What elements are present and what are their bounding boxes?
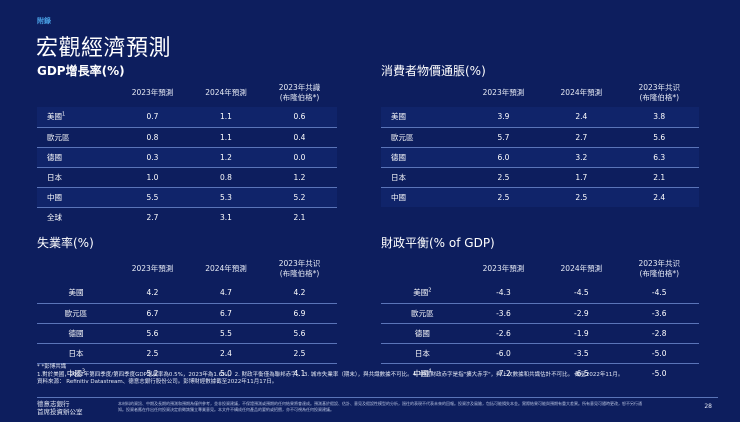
table-row: 歐元區 0.8 1.1 0.4 — [37, 126, 337, 147]
table-row: 美國2 -4.3 -4.5 -4.5 — [413, 287, 667, 298]
row-label: 歐元區 — [37, 302, 115, 323]
gdp-section: GDP增長率(%) 2023年預測 2024年預測 2023年共識 (布隆伯格*)… — [37, 62, 337, 227]
row-label: 全球 — [37, 206, 115, 227]
col-2023-forecast: 2023年預測 — [482, 88, 525, 97]
table-row: 日本 2.5 1.7 2.1 — [381, 166, 699, 187]
row-label: 日本 — [381, 342, 464, 363]
table-row: 美國 4.2 4.7 4.2 — [37, 283, 337, 303]
table-row: 中國4 -7.2 -6.5 -5.0 — [381, 362, 699, 383]
row-label: 日本 — [381, 166, 464, 187]
row-label: 美國 — [381, 107, 464, 127]
footnote-consensus: * *彭博共識 — [37, 364, 67, 370]
footnote-details: 1.對於美國，2022年第四季度/第四季度GDP增長率為0.5%，2023年為1… — [37, 371, 624, 378]
fiscal-title: 財政平衡(% of GDP) — [381, 236, 495, 250]
footer-disclaimer: 本材料的資訊、中期及長期的預測和預期為僅供參考，並非投資建議，不保證預測或預期的… — [118, 401, 642, 412]
row-label: 中國 — [37, 186, 115, 207]
table-row: 美國 3.9 2.4 3.8 — [381, 107, 699, 127]
col-2023-consensus: 2023年共識 (布隆伯格*) — [278, 83, 321, 102]
footnote-marker: 1 — [62, 111, 66, 118]
page-number: 28 — [704, 403, 712, 410]
footnote-sources: 資料來源： Refinitiv Datastream、德意志銀行股份公司。彭博財… — [37, 379, 278, 385]
table-row: 中國 5.5 5.3 5.2 — [37, 186, 337, 207]
row-label: 德國 — [37, 146, 115, 167]
row-label: 日本 — [37, 342, 115, 363]
row-label: 歐元區 — [381, 126, 464, 147]
row-label: 中國 — [66, 368, 82, 378]
table-row: 中國 2.5 2.5 2.4 — [381, 186, 699, 207]
footer-divider — [37, 397, 718, 398]
row-label: 德國 — [381, 322, 464, 343]
row-label: 德國 — [381, 146, 464, 167]
cpi-section: 消費者物價通脹(%) 2023年預測 2024年預測 2023年共识 (布隆伯格*… — [381, 62, 699, 207]
unemployment-section: 失業率(%) 2023年預測 2024年預測 2023年共识 (布隆伯格*) 美國… — [37, 234, 337, 383]
col-2023-forecast: 2023年預測 — [131, 88, 174, 97]
footnote-marker: 2 — [428, 287, 432, 294]
row-label: 美國 — [47, 112, 62, 122]
table-row: 德國 -2.6 -1.9 -2.8 — [381, 322, 699, 343]
col-2023-consensus: 2023年共识 (布隆伯格*) — [278, 259, 321, 278]
cpi-title: 消費者物價通脹(%) — [381, 64, 486, 78]
fiscal-table: 2023年預測 2024年預測 2023年共识 (布隆伯格*) 美國2 -4.3-… — [381, 259, 699, 383]
row-label: 中國 — [381, 186, 464, 207]
table-row: 德國 5.6 5.5 5.6 — [37, 322, 337, 343]
col-2024-forecast: 2024年預測 — [205, 88, 247, 97]
col-2023-forecast: 2023年預測 — [131, 264, 174, 273]
col-2023-consensus: 2023年共识 (布隆伯格*) — [638, 259, 681, 278]
unemployment-title: 失業率(%) — [37, 236, 94, 250]
section-tag: 附錄 — [37, 17, 51, 25]
col-2024-forecast: 2024年預測 — [560, 264, 603, 273]
col-2023-forecast: 2023年預測 — [482, 264, 525, 273]
row-label: 美國 — [413, 288, 429, 298]
table-row: 歐元區 5.7 2.7 5.6 — [381, 126, 699, 147]
table-row: 日本 2.5 2.4 2.5 — [37, 342, 337, 363]
row-label: 歐元區 — [37, 126, 115, 147]
row-label: 歐元區 — [381, 302, 464, 323]
col-2023-consensus: 2023年共识 (布隆伯格*) — [638, 83, 681, 102]
row-label: 德國 — [37, 322, 115, 343]
row-label: 中國 — [413, 368, 429, 378]
fiscal-section: 財政平衡(% of GDP) 2023年預測 2024年預測 2023年共识 (布… — [381, 234, 699, 383]
gdp-table: 2023年預測 2024年預測 2023年共識 (布隆伯格*) 美國1 0.7 1.… — [37, 83, 337, 227]
table-row: 美國1 0.7 1.1 0.6 — [37, 107, 337, 127]
table-row: 日本 -6.0 -3.5 -5.0 — [381, 342, 699, 363]
col-2024-forecast: 2024年預測 — [205, 264, 247, 273]
table-row: 德國 0.3 1.2 0.0 — [37, 146, 337, 167]
footnotes: * *彭博共識 1.對於美國，2022年第四季度/第四季度GDP增長率為0.5%… — [37, 364, 697, 387]
unemployment-table: 2023年預測 2024年預測 2023年共识 (布隆伯格*) 美國 4.2 4.7… — [37, 259, 337, 383]
row-label: 日本 — [37, 166, 115, 187]
footer-org: 德意志銀行 首席投資辦公室 — [37, 400, 83, 416]
page-title: 宏觀經濟預測 — [36, 36, 172, 61]
table-row: 日本 1.0 0.8 1.2 — [37, 166, 337, 187]
gdp-title: GDP增長率(%) — [37, 64, 125, 78]
row-label: 美國 — [68, 288, 84, 298]
col-2024-forecast: 2024年預測 — [560, 88, 603, 97]
table-row: 全球 2.7 3.1 2.1 — [37, 206, 337, 227]
cpi-table: 2023年預測 2024年預測 2023年共识 (布隆伯格*) 美國 3.9 2.4… — [381, 83, 699, 207]
table-row: 歐元區 6.7 6.7 6.9 — [37, 302, 337, 323]
table-row: 歐元區 -3.6 -2.9 -3.6 — [381, 302, 699, 323]
table-row: 中國3 5.2 5.0 4.1 — [37, 362, 337, 383]
footnote-marker: 4 — [428, 368, 432, 375]
footnote-marker: 3 — [81, 368, 86, 375]
table-row: 德國 6.0 3.2 6.3 — [381, 146, 699, 167]
